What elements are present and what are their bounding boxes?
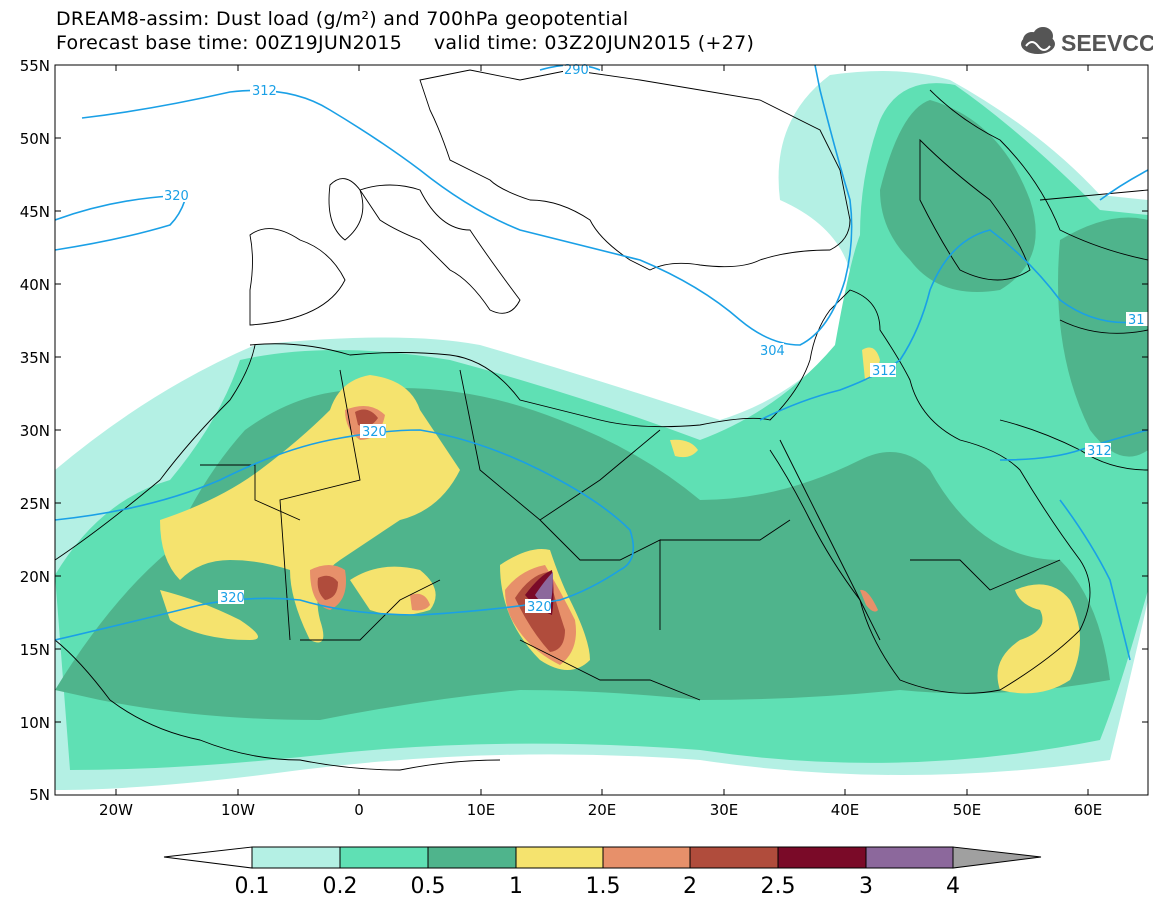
dust-band-2-b bbox=[317, 575, 338, 600]
coastlines-and-borders bbox=[55, 69, 1148, 771]
contour-label-320-west: 320 bbox=[220, 591, 245, 606]
lat-label-35n: 35N bbox=[20, 349, 50, 367]
colorbar-label-0.5: 0.5 bbox=[411, 874, 446, 899]
contour-label-31-edge: 31 bbox=[1128, 313, 1145, 328]
longitude-axis: 20W 10W 0 10E 20E 30E 40E 50E 60E bbox=[99, 65, 1102, 819]
dust-band-0.5-iran bbox=[1058, 217, 1148, 457]
lon-label-10e: 10E bbox=[467, 801, 496, 819]
colorbar-label-2.5: 2.5 bbox=[761, 874, 796, 899]
colorbar-bin-5 bbox=[689, 846, 779, 869]
contour-320-northwest-b bbox=[55, 199, 186, 251]
colorbar-label-3: 3 bbox=[859, 874, 873, 899]
cloud-icon bbox=[1021, 27, 1055, 54]
contour-label-320-sahara: 320 bbox=[362, 425, 387, 440]
lat-label-50n: 50N bbox=[20, 130, 50, 148]
colorbar-label-2: 2 bbox=[683, 874, 697, 899]
lat-label-25n: 25N bbox=[20, 495, 50, 513]
contour-label-312-iraq: 312 bbox=[872, 364, 897, 379]
colorbar-max-arrow bbox=[952, 846, 1042, 869]
lon-label-40e: 40E bbox=[831, 801, 860, 819]
contour-312-east bbox=[759, 229, 1148, 421]
colorbar-labels: 0.1 0.2 0.5 1 1.5 2 2.5 3 4 bbox=[235, 874, 961, 899]
colorbar-bin-2 bbox=[427, 846, 517, 869]
dust-fields bbox=[55, 71, 1148, 790]
colorbar-label-0.2: 0.2 bbox=[323, 874, 358, 899]
lat-label-30n: 30N bbox=[20, 422, 50, 440]
colorbar-label-1.5: 1.5 bbox=[586, 874, 621, 899]
seevccc-logo: SEEVCCC bbox=[1021, 27, 1153, 56]
lat-label-40n: 40N bbox=[20, 276, 50, 294]
lat-label-55n: 55N bbox=[20, 57, 50, 75]
contour-label-290: 290 bbox=[564, 63, 589, 78]
colorbar-label-1: 1 bbox=[509, 874, 523, 899]
lat-label-20n: 20N bbox=[20, 568, 50, 586]
dust-band-1-b bbox=[160, 590, 258, 640]
dust-band-1-e bbox=[997, 584, 1080, 694]
contour-312-north bbox=[81, 65, 853, 346]
colorbar bbox=[163, 846, 1042, 869]
colorbar-bin-1 bbox=[339, 846, 429, 869]
lon-label-10w: 10W bbox=[221, 801, 255, 819]
contour-arctic bbox=[1099, 169, 1148, 201]
dust-band-1.5-d bbox=[410, 593, 430, 611]
dust-band-1.5-e bbox=[860, 589, 878, 612]
colorbar-bin-4 bbox=[602, 846, 691, 869]
geopotential-contours bbox=[55, 65, 1148, 661]
dust-band-1 bbox=[160, 375, 460, 643]
contour-label-320-chad: 320 bbox=[527, 600, 552, 615]
lon-label-50e: 50E bbox=[953, 801, 982, 819]
dust-band-1-g bbox=[670, 439, 698, 458]
colorbar-bin-0 bbox=[251, 846, 341, 869]
contour-290 bbox=[539, 65, 601, 71]
contour-labels: 312 320 290 320 320 320 304 312 312 31 bbox=[163, 62, 1148, 615]
forecast-time-subtitle: Forecast base time: 00Z19JUN2015 valid t… bbox=[56, 32, 755, 54]
lat-label-45n: 45N bbox=[20, 203, 50, 221]
colorbar-label-0.1: 0.1 bbox=[235, 874, 270, 899]
contour-label-320-northwest: 320 bbox=[164, 189, 189, 204]
lon-label-0: 0 bbox=[354, 801, 364, 819]
lon-label-20e: 20E bbox=[588, 801, 617, 819]
contour-label-304: 304 bbox=[760, 344, 785, 359]
lon-label-30e: 30E bbox=[710, 801, 739, 819]
lat-label-15n: 15N bbox=[20, 641, 50, 659]
contour-312-southeast bbox=[999, 429, 1148, 461]
colorbar-bin-6 bbox=[777, 846, 867, 869]
map-title: DREAM8-assim: Dust load (g/m²) and 700hP… bbox=[56, 8, 629, 30]
dust-band-3 bbox=[535, 572, 553, 605]
lat-label-10n: 10N bbox=[20, 714, 50, 732]
contour-label-312-north: 312 bbox=[252, 84, 277, 99]
lon-label-60e: 60E bbox=[1074, 801, 1103, 819]
lat-label-5n: 5N bbox=[29, 786, 50, 804]
contour-320-northwest bbox=[55, 195, 171, 221]
colorbar-min-arrow bbox=[163, 846, 253, 869]
dust-band-0.5-east bbox=[880, 100, 1036, 292]
dust-band-2 bbox=[355, 409, 378, 427]
contour-label-312-iran: 312 bbox=[1087, 444, 1112, 459]
logo-text: SEEVCCC bbox=[1061, 30, 1153, 56]
contour-320-sahara bbox=[55, 429, 635, 641]
colorbar-bin-3 bbox=[515, 846, 604, 869]
latitude-axis: 55N 50N 45N 40N 35N 30N 25N 20N 15N 10N … bbox=[20, 57, 1148, 804]
contour-far-east bbox=[1059, 499, 1131, 661]
lon-label-20w: 20W bbox=[99, 801, 133, 819]
colorbar-bin-7 bbox=[865, 846, 954, 869]
colorbar-label-4: 4 bbox=[946, 874, 960, 899]
